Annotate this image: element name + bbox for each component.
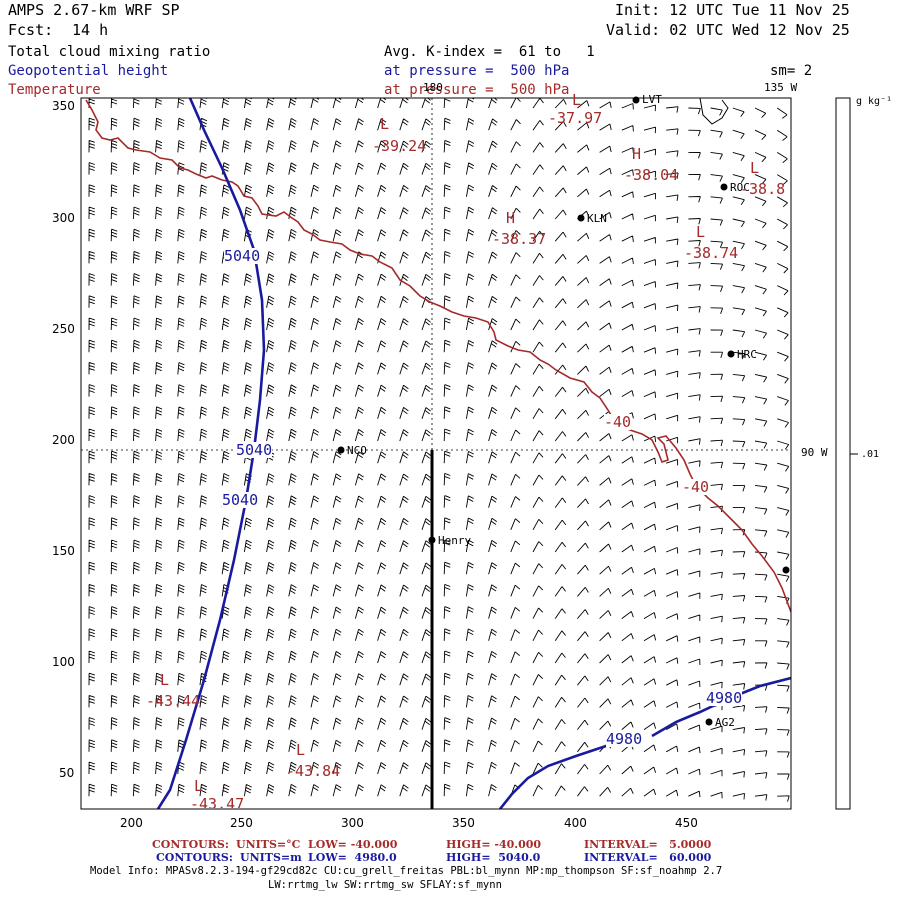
footer-model-info: Model Info: MPASv8.2.3-194-gf29cd82c CU:…	[90, 865, 723, 877]
extremum-type-8: L	[296, 741, 306, 759]
station-label-kln: KLN	[587, 212, 607, 225]
pressure-height-label: at pressure = 500 hPa	[384, 63, 570, 79]
station-label-nco: NCO	[347, 444, 367, 457]
height-label-5040-b: 5040	[236, 441, 273, 459]
height-contour-4980-a	[498, 744, 607, 809]
extremum-value-4: -38.8	[740, 180, 786, 198]
extremum-type-7: L	[160, 671, 170, 689]
colorbar-unit: g kg⁻¹	[856, 96, 893, 107]
station-dot-nco[interactable]	[337, 446, 345, 454]
coastline	[699, 98, 729, 125]
forecast-hours: 14 h	[72, 21, 109, 39]
extremum-type-1: L	[380, 115, 390, 133]
model-title: AMPS 2.67-km WRF SP	[8, 1, 180, 19]
footer-height-contours: CONTOURS:	[156, 851, 233, 864]
station-label-henry: Henry	[438, 534, 472, 547]
kindex-label: Avg. K-index = 61 to 1	[384, 44, 595, 60]
x-tick-200: 200	[120, 816, 143, 830]
x-tick-300: 300	[341, 816, 364, 830]
valid-time: Valid: 02 UTC Wed 12 Nov 25	[606, 21, 850, 39]
y-tick-200: 200	[52, 433, 75, 447]
station-dot-edge[interactable]	[782, 566, 790, 574]
station-dot-kln[interactable]	[577, 214, 585, 222]
station-label-hrc: HRC	[737, 348, 757, 361]
extremum-value-9: -43.47	[190, 796, 245, 808]
station-dot-hrc[interactable]	[727, 350, 735, 358]
extremum-value-7: -43.44	[146, 692, 201, 710]
station-dot-ag2[interactable]	[705, 718, 713, 726]
y-tick-300: 300	[52, 211, 75, 225]
extremum-type-4: L	[750, 159, 760, 177]
footer-temp-interval: INTERVAL= 5.0000	[584, 838, 712, 851]
y-tick-50: 50	[59, 766, 75, 780]
footer-height-units: UNITS=m	[240, 851, 302, 864]
height-label-5040-a: 5040	[224, 247, 261, 265]
station-markers	[337, 96, 790, 726]
temp-label-minus40-a: -40	[604, 413, 632, 431]
pressure-temp-label: at pressure = 500 hPa	[384, 82, 570, 98]
colorbar	[835, 97, 851, 810]
x-tick-350: 350	[452, 816, 475, 830]
height-label-4980-b: 4980	[706, 689, 743, 707]
station-dot-roc[interactable]	[720, 183, 728, 191]
extremum-type-2: L	[572, 91, 582, 109]
forecast-label: Fcst:	[8, 21, 54, 39]
x-tick-450: 450	[675, 816, 698, 830]
y-tick-100: 100	[52, 655, 75, 669]
footer-temp-high: HIGH= -40.000	[446, 838, 542, 851]
extremum-value-1: -39.24	[372, 137, 427, 155]
footer-model-info-2: LW:rrtmg_lw SW:rrtmg_sw SFLAY:sf_mynn	[268, 879, 502, 891]
footer-height-low: LOW= 4980.0	[308, 851, 397, 864]
height-contour-5040	[156, 98, 266, 809]
colorbar-value: .01	[861, 449, 880, 460]
footer-temp-contours: CONTOURS:	[152, 838, 229, 851]
wind-barb-paths	[88, 98, 790, 802]
extremum-value-5: -38.37	[492, 230, 547, 248]
height-label-5040-c: 5040	[222, 491, 259, 509]
station-label-ag2: AG2	[715, 716, 735, 729]
temp-label-minus40-b: -40	[682, 478, 710, 496]
extremum-type-5: H	[506, 209, 516, 227]
plot-frame	[80, 97, 792, 810]
extremum-value-8: -43.84	[286, 762, 341, 780]
field-temperature: Temperature	[8, 82, 101, 98]
footer-height-interval: INTERVAL= 60.000	[584, 851, 712, 864]
extremum-type-9: L	[194, 777, 204, 795]
height-label-4980-a: 4980	[606, 730, 643, 748]
plot-background	[81, 98, 791, 809]
station-label-roc: ROC	[730, 181, 750, 194]
lon-label-180: 180	[423, 81, 443, 94]
footer-temp-low: LOW= -40.000	[308, 838, 398, 851]
extremum-value-6: -38.74	[684, 244, 739, 262]
init-time: Init: 12 UTC Tue 11 Nov 25	[615, 1, 850, 19]
smoothing-label: sm= 2	[770, 63, 813, 79]
wind-barbs	[88, 98, 790, 802]
field-cloud-mixing: Total cloud mixing ratio	[8, 44, 211, 60]
extremum-type-6: L	[696, 223, 706, 241]
extremum-value-3: -38.04	[624, 166, 679, 184]
lon-label-90w: 90 W	[801, 446, 828, 459]
station-dot-henry[interactable]	[428, 536, 436, 544]
extremum-value-2: -37.97	[548, 109, 603, 127]
footer-height-high: HIGH= 5040.0	[446, 851, 541, 864]
x-tick-400: 400	[564, 816, 587, 830]
footer-temp-units: UNITS=°C	[236, 838, 301, 851]
x-tick-250: 250	[230, 816, 253, 830]
lon-label-135w: 135 W	[764, 81, 798, 94]
field-geopotential: Geopotential height	[8, 63, 169, 79]
y-tick-250: 250	[52, 322, 75, 336]
station-label-lvt: LVT	[642, 93, 662, 106]
temperature-contour	[85, 99, 791, 613]
y-tick-150: 150	[52, 544, 75, 558]
y-tick-350: 350	[52, 99, 75, 113]
extremum-type-3: H	[632, 145, 642, 163]
